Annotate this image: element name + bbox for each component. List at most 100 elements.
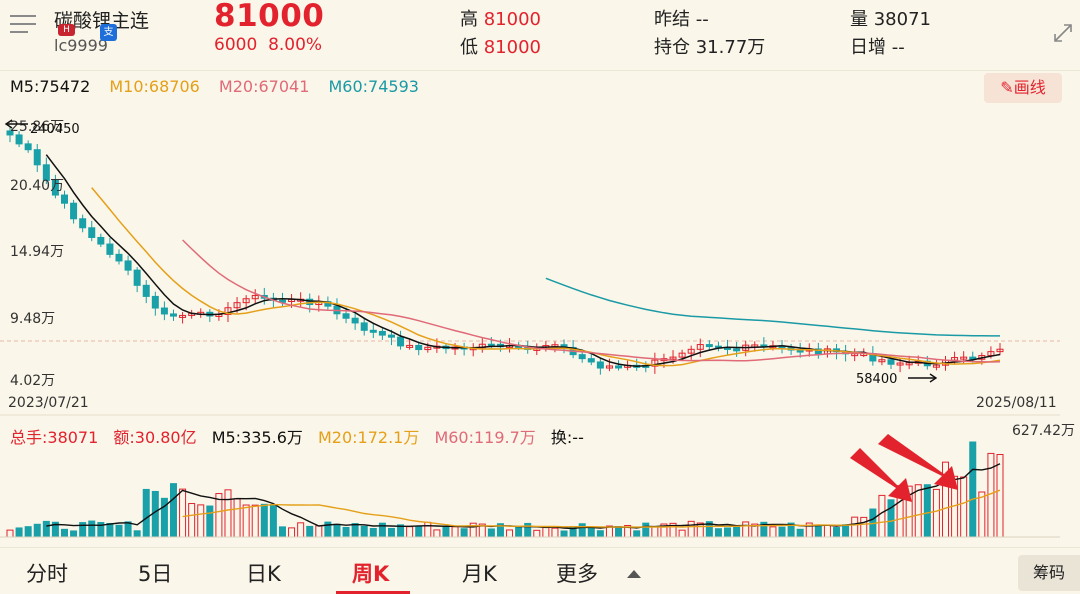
volume-bar [60,528,68,538]
tab-intraday[interactable]: 分时 [26,562,68,586]
candle-body [242,298,250,304]
low-marker: 58400 [856,372,938,387]
candle-body [70,202,78,220]
volume-bar [714,528,722,538]
price-axis-label: 14.94万 [10,244,64,260]
volume-bar [442,525,450,538]
tab-monthly-k[interactable]: 月K [462,562,497,586]
kline-chart[interactable]: 25.86万 20.40万 14.94万 9.48万 4.02万 240450 … [0,110,1080,547]
volume-bar [433,529,441,538]
volume-bar [842,524,850,538]
volume-bar [996,454,1004,538]
candle-body [406,344,414,348]
volume-bar [15,527,23,538]
volume-bar [269,504,277,538]
candle-body [696,344,704,350]
candle-body [133,269,141,286]
candle-body [687,348,695,354]
candle-body [596,361,604,369]
exchange-badge-icon: H [58,24,75,36]
candle-body [932,364,940,368]
volume-bar [197,504,205,538]
volume-bar [424,521,432,538]
volume-stat: 量 38071 [850,9,931,30]
candle-body [79,218,87,229]
candle-body [587,358,595,363]
annotation-arrows [850,434,958,502]
moving-average-lines [45,154,1001,367]
volume-ma-line [46,463,1001,530]
candle-body [360,322,368,331]
ma-line [182,239,1001,363]
volume-bar [115,524,123,538]
ma5-value: M5:75472 [10,77,91,96]
tab-5day[interactable]: 5日 [138,562,173,586]
total-volume: 总手:38071 [10,428,99,447]
candle-body [887,359,895,365]
volume-bar [560,530,568,538]
candle-body [351,317,359,324]
volume-bar [188,503,196,538]
expand-icon[interactable] [1052,22,1074,44]
volume-bar [360,525,368,538]
volume-bar [88,520,96,538]
volume-bar [778,526,786,538]
price-change: 6000 8.00% [214,35,323,55]
candle-body [60,194,68,204]
volume-bar [742,521,750,538]
start-date-label: 2023/07/21 [8,395,89,411]
volume-bars [6,441,1004,538]
volume-bar [515,525,523,538]
volume-max-label: 627.42万 [1012,423,1075,439]
open-interest-stat: 持仓 31.77万 [654,37,766,58]
candle-body [169,313,177,317]
volume-bar [288,527,296,538]
volume-legend: 总手:38071 额:30.80亿 M5:335.6万 M20:172.1万 M… [10,424,594,448]
last-price: 81000 [214,0,325,34]
chip-distribution-button[interactable]: 筹码 [1018,555,1080,591]
volume-bar [142,488,150,538]
candle-body [51,179,59,196]
volume-bar [833,527,841,538]
contract-code: lc9999 [54,36,108,55]
candle-body [615,365,623,369]
candle-body [278,299,286,303]
volume-bar [596,530,604,538]
candle-body [733,348,741,352]
volume-bar [224,489,232,538]
candle-body [369,329,377,333]
volume-bar [814,524,822,538]
volume-bar [651,526,659,538]
volume-bar [678,529,686,538]
candle-body [151,295,159,309]
quote-header: 碳酸锂主连 lc9999 H 支 81000 6000 8.00% 高 8100… [0,0,1080,66]
volume-bar [242,504,250,538]
caret-up-icon[interactable] [627,570,641,578]
candle-body [397,336,405,347]
active-tab-indicator [336,591,410,594]
tab-weekly-k[interactable]: 周K [352,562,390,586]
candle-body [106,243,114,255]
volume-bar [487,528,495,538]
volume-bar [960,476,968,538]
candle-body [678,352,686,358]
volume-bar [106,522,114,538]
candlesticks [6,126,1004,375]
volume-bar [914,484,922,538]
volume-bar [42,520,50,538]
volume-bar [24,526,32,538]
volume-bar [179,488,187,538]
menu-icon[interactable] [10,13,40,39]
volume-bar [506,529,514,538]
divider [0,70,1080,71]
volume-bar [342,526,350,538]
candle-body [960,356,968,360]
tab-daily-k[interactable]: 日K [246,562,281,586]
tab-more[interactable]: 更多 [556,562,598,586]
candle-body [669,356,677,360]
candle-body [814,348,822,355]
draw-line-button[interactable]: ✎画线 [984,73,1062,103]
turnover-rate: 换:-- [550,428,584,447]
volume-bar [297,522,305,538]
low-stat: 低 81000 [460,37,541,58]
